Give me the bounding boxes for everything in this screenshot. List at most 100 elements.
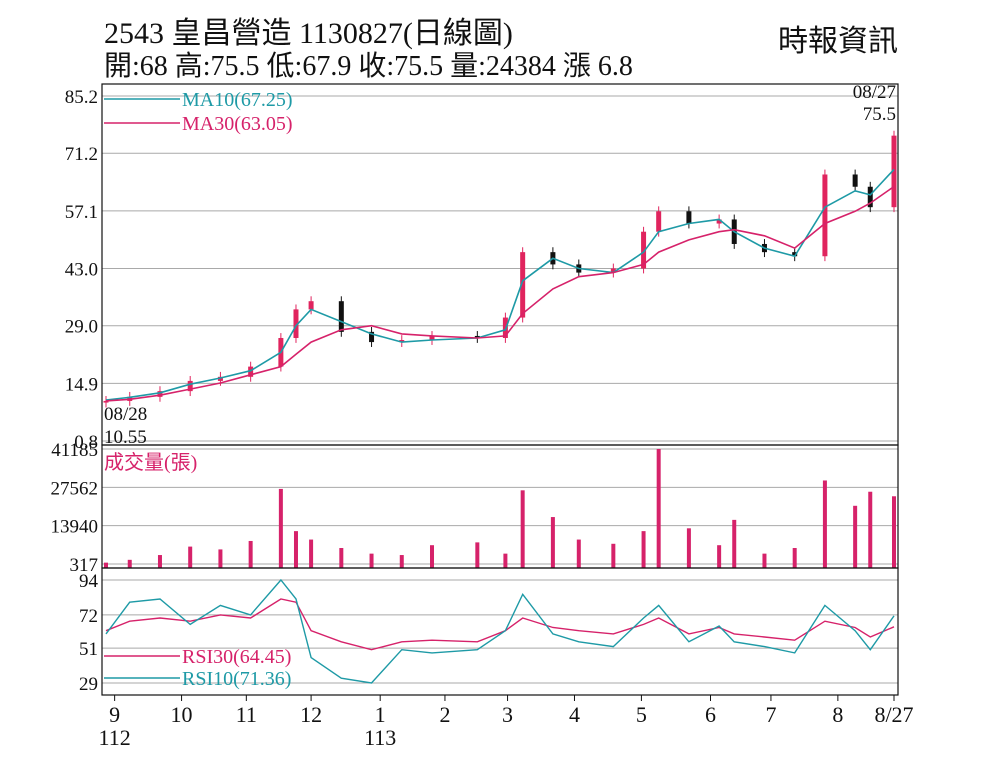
volume-bar	[503, 553, 508, 568]
rsi30-line	[105, 598, 895, 651]
x-month-label: 4	[569, 702, 580, 727]
volume-bar	[611, 543, 616, 568]
volume-bars	[104, 449, 896, 568]
price-tick-label: 71.2	[65, 144, 98, 165]
price-tick-label: 85.2	[65, 87, 98, 108]
rsi-tick-label: 51	[79, 639, 98, 660]
candlesticks	[103, 130, 897, 408]
x-month-label: 3	[502, 702, 513, 727]
chart-title: 2543 皇昌營造 1130827(日線圖)	[104, 17, 513, 50]
price-tick-label: 43.0	[65, 260, 98, 281]
volume-bar	[853, 505, 858, 568]
rsi-panel-frame	[101, 567, 899, 696]
volume-bar	[822, 480, 827, 568]
candle-body	[641, 231, 647, 269]
candle-body	[852, 174, 858, 187]
candle-body	[248, 366, 254, 377]
volume-bar	[309, 539, 314, 568]
high-value-annotation: 75.5	[863, 104, 896, 125]
candle-body	[187, 380, 193, 392]
volume-tick-label: 317	[70, 555, 99, 576]
x-year-label: 113	[364, 725, 396, 750]
rsi-tick-label: 94	[79, 571, 99, 592]
candle-body	[610, 268, 616, 273]
price-tick-label: 57.1	[65, 202, 98, 223]
volume-bar	[293, 531, 298, 568]
x-month-label: 7	[765, 702, 776, 727]
volume-bar	[188, 546, 193, 568]
x-month-label: 8	[832, 702, 843, 727]
volume-bar	[339, 548, 344, 568]
price-panel-frame	[101, 83, 899, 446]
candle-body	[369, 331, 375, 343]
indicator-lines	[105, 168, 895, 684]
volume-bar	[278, 488, 283, 568]
candle-body	[822, 174, 828, 257]
price-axis-ticks: 85.2 71.2 57.1 43.0 29.0 14.9 0.8	[65, 87, 98, 453]
volume-bar	[157, 555, 162, 568]
volume-bar	[868, 491, 873, 568]
volume-bar	[892, 496, 896, 568]
candle-body	[293, 309, 299, 338]
candle-body	[429, 335, 435, 341]
data-source-label: 時報資訊	[778, 25, 898, 58]
candle-body	[792, 252, 798, 257]
volume-tick-label: 41185	[51, 440, 98, 461]
candle-body	[217, 376, 223, 381]
volume-bar	[656, 449, 661, 568]
high-date-annotation: 08/27	[853, 82, 896, 103]
volume-bar	[686, 528, 691, 568]
volume-bar	[369, 553, 374, 568]
candle-body	[103, 400, 109, 403]
ma30-line	[105, 185, 895, 402]
price-tick-label: 14.9	[65, 374, 98, 395]
candle-body	[308, 301, 314, 310]
volume-bar	[576, 539, 581, 568]
volume-bar	[429, 545, 434, 568]
chart-frame	[101, 83, 899, 696]
ma10-legend: MA10(67.25)	[182, 89, 293, 111]
candle-body	[474, 335, 480, 338]
volume-bar	[218, 549, 223, 568]
volume-tick-label: 13940	[51, 517, 99, 538]
candle-body	[399, 340, 405, 343]
volume-bar	[717, 545, 722, 568]
ma10-line	[105, 168, 895, 401]
grid-lines	[102, 95, 898, 684]
x-year-label: 112	[99, 725, 131, 750]
x-month-label: 1	[375, 702, 386, 727]
rsi10-line	[105, 578, 895, 684]
x-month-label: 11	[236, 702, 257, 727]
rsi10-legend: RSI10(71.36)	[182, 668, 291, 690]
candle-body	[157, 391, 163, 397]
volume-bar	[248, 540, 253, 568]
ma30-legend: MA30(63.05)	[182, 113, 293, 135]
x-month-label: 5	[636, 702, 647, 727]
x-month-label: 10	[171, 702, 193, 727]
candle-body	[891, 135, 897, 208]
x-month-label: 8/27	[874, 702, 913, 727]
x-month-label: 9	[109, 702, 120, 727]
low-date-annotation: 08/28	[104, 404, 147, 425]
rsi-tick-label: 29	[79, 674, 98, 695]
volume-bar	[641, 531, 646, 568]
candle-body	[716, 219, 722, 224]
x-month-label: 6	[705, 702, 716, 727]
candle-body	[867, 186, 873, 208]
price-tick-label: 29.0	[65, 317, 98, 338]
volume-bar	[399, 555, 404, 568]
x-month-label: 12	[300, 702, 322, 727]
volume-bar	[520, 490, 525, 568]
x-month-label: 2	[439, 702, 450, 727]
price-tick-label: 0.8	[74, 432, 98, 453]
volume-bar	[732, 519, 737, 568]
candle-body	[520, 252, 526, 318]
candle-body	[656, 211, 662, 232]
volume-bar	[127, 559, 132, 568]
volume-tick-label: 27562	[51, 478, 99, 499]
volume-bar	[792, 548, 797, 568]
candle-body	[686, 211, 692, 224]
low-value-annotation: 10.55	[104, 427, 147, 448]
